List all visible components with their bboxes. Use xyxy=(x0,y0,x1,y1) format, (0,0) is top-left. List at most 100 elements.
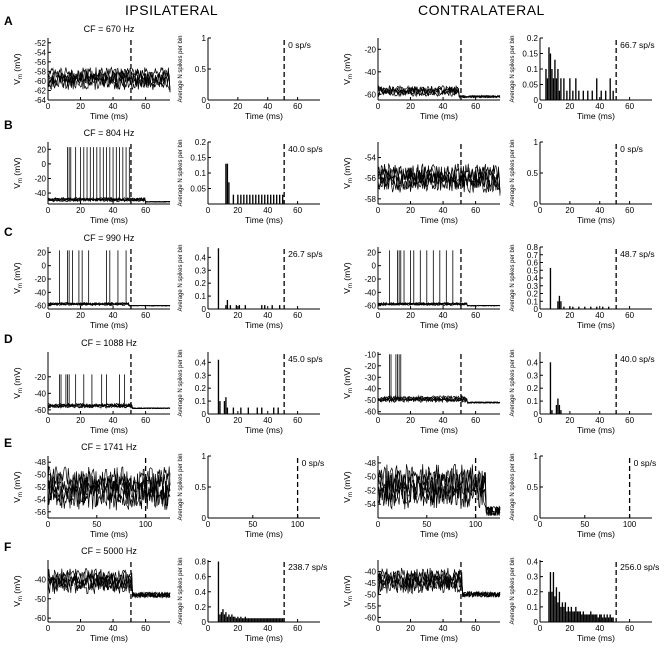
row-b-contra-spike-y-tick-label: 1 xyxy=(534,138,539,147)
row-b-ipsi-spike-bar xyxy=(255,194,257,204)
row-c-ipsi-spike-y-tick-label: 0.4 xyxy=(195,253,207,262)
row-d-ipsi-spike-x-tick-label: 20 xyxy=(233,416,242,425)
row-f-ipsi-spike-y-label: Average N spikes per bin xyxy=(178,558,184,625)
row-d-ipsi-spike-bar xyxy=(240,407,242,414)
row-e-ipsi-spike-x-tick-label: 0 xyxy=(206,520,211,529)
row-b-ipsi-spike-x-label: Time (ms) xyxy=(245,215,283,225)
row-f-contra-spike-bar xyxy=(566,611,568,622)
vm-subscript: m xyxy=(348,596,354,601)
row-b-ipsi-spike-bar xyxy=(246,194,248,204)
row-label-d: D xyxy=(4,332,13,346)
row-c-contra-vm-panel: 0 20 40 60 Time (ms) -60 -40 -20 0 20 Vm (mV) xyxy=(342,247,501,330)
row-c-ipsi-vm-cf-label: CF = 990 Hz xyxy=(84,233,135,243)
row-a-ipsi-vm-cf-label: CF = 670 Hz xyxy=(84,24,135,34)
row-b-ipsi-spike-x-tick-label: 0 xyxy=(206,206,211,215)
row-e-contra-spike-x-tick-label: 100 xyxy=(623,520,637,529)
row-d-contra-vm-panel: 0 20 40 60 Time (ms) -60 -50 -40 -30 -20 -10 Vm (mV… xyxy=(342,350,501,435)
row-c-ipsi-vm-y-tick-label: 20 xyxy=(37,248,46,257)
row-c-ipsi-spike-bar xyxy=(226,299,229,309)
row-c-ipsi-spike-bar xyxy=(264,305,266,309)
row-b-contra-spike-x-tick-label: 60 xyxy=(625,206,634,215)
row-a-ipsi-vm-trace xyxy=(47,73,171,92)
row-f-contra-spike-bar xyxy=(581,614,583,622)
row-f-contra-spike-x-tick-label: 0 xyxy=(538,624,543,633)
row-label-b: B xyxy=(4,118,13,132)
row-d-ipsi-spike-x-tick-label: 40 xyxy=(263,416,272,425)
row-a-ipsi-vm-x-tick-label: 40 xyxy=(109,102,118,111)
row-d-contra-spike-y-tick-label: 0.4 xyxy=(527,358,539,367)
row-b-ipsi-spike-bar xyxy=(225,163,227,204)
row-c-contra-spike-x-label: Time (ms) xyxy=(577,320,615,330)
row-a-ipsi-vm-y-tick-label: -64 xyxy=(34,96,46,105)
row-a-ipsi-vm-y-tick-label: -60 xyxy=(34,77,46,86)
row-f-contra-spike-bar xyxy=(597,617,599,622)
row-c-contra-spike-bar xyxy=(569,306,571,309)
row-e-ipsi-vm-trace xyxy=(47,474,171,502)
row-a-contra-spike-y-tick-label: 0.05 xyxy=(522,81,538,90)
row-d-ipsi-spike-bar xyxy=(226,407,229,414)
row-label-a: A xyxy=(4,14,13,28)
row-f-contra-spike-bar xyxy=(584,614,586,622)
row-f-ipsi-spike-bar xyxy=(241,618,244,622)
row-a-contra-spike-bar xyxy=(582,90,584,100)
row-a-contra-spike-bar xyxy=(548,47,550,100)
row-f-ipsi-spike-bar xyxy=(264,618,266,622)
row-c-contra-spike-bar xyxy=(558,295,561,309)
row-a-ipsi-vm-x-tick-label: 60 xyxy=(141,102,150,111)
row-f-contra-spike-panel: 0 20 40 60 Time (ms) 0 0.1 0.2 0.3 0.4 Average N s… xyxy=(510,558,659,643)
row-c-ipsi-vm-trace xyxy=(47,301,171,307)
row-f-contra-spike-bar xyxy=(549,572,552,622)
row-d-ipsi-spike-bar xyxy=(219,401,221,414)
row-b-ipsi-spike-x-tick-label: 40 xyxy=(263,206,272,215)
row-e-ipsi-vm-cf-label: CF = 1741 Hz xyxy=(81,442,137,452)
row-a-contra-spike-bar xyxy=(591,90,593,100)
row-a-ipsi-spike-x-label: Time (ms) xyxy=(245,111,283,121)
vm-subscript: m xyxy=(18,283,24,288)
row-d-ipsi-spike-x-label: Time (ms) xyxy=(245,425,283,435)
row-f-ipsi-vm-x-tick-label: 40 xyxy=(109,624,118,633)
row-c-contra-spike-bar xyxy=(584,306,586,309)
row-c-ipsi-spike-bar xyxy=(271,305,273,309)
vm-symbol: V xyxy=(12,393,22,399)
row-c-ipsi-spike-x-tick-label: 40 xyxy=(263,311,272,320)
row-a-contra-spike-bar xyxy=(572,90,574,100)
row-f-ipsi-vm-x-label: Time (ms) xyxy=(90,633,128,643)
row-a-contra-vm-panel: 0 20 40 60 Time (ms) -60 -40 -20 Vm (mV) xyxy=(342,38,501,121)
row-c-ipsi-spike-panel: 0 20 40 60 Time (ms) 0 0.1 0.2 0.3 0.4 Average N s… xyxy=(178,245,323,330)
vm-symbol: V xyxy=(342,393,352,399)
row-d-contra-vm-y-tick-label: -30 xyxy=(364,373,376,382)
vm-unit: (mV) xyxy=(12,262,22,283)
row-c-contra-spike-y-tick-label: 0.6 xyxy=(527,259,539,268)
row-e-ipsi-vm-trace xyxy=(47,471,171,498)
row-f-contra-spike-bar xyxy=(569,611,571,622)
row-c-ipsi-spike-bar xyxy=(225,305,227,309)
row-e-contra-vm-panel: 0 50 100 Time (ms) -54 -52 -50 -48 Vm (mV) xyxy=(342,456,501,539)
row-c-contra-vm-trace xyxy=(377,301,500,307)
row-c-contra-vm-y-label: Vm (mV) xyxy=(342,262,354,294)
row-f-ipsi-spike-bar xyxy=(270,618,272,622)
row-f-contra-vm-y-tick-label: -55 xyxy=(364,602,376,611)
row-e-contra-spike-y-tick-label: 1 xyxy=(534,452,539,461)
row-a-contra-spike-bar xyxy=(575,78,577,100)
row-c-contra-spike-y-tick-label: 0.8 xyxy=(527,243,539,252)
row-f-contra-spike-bar xyxy=(557,602,559,622)
row-b-contra-vm-panel: 0 20 40 60 Time (ms) -58 -56 -54 Vm (mV) xyxy=(342,142,501,225)
row-f-ipsi-spike-bar xyxy=(220,612,223,622)
row-f-ipsi-vm-trace xyxy=(47,567,171,599)
vm-symbol: V xyxy=(342,183,352,189)
row-a-ipsi-spike-x-tick-label: 60 xyxy=(293,102,302,111)
row-f-ipsi-spike-bar xyxy=(279,618,281,622)
row-d-contra-spike-x-label: Time (ms) xyxy=(577,425,615,435)
row-f-contra-spike-y-tick-label: 0.4 xyxy=(527,558,539,567)
row-d-ipsi-spike-bar xyxy=(247,407,249,414)
row-c-contra-spike-bar xyxy=(563,306,565,309)
row-b-ipsi-vm-cf-label: CF = 804 Hz xyxy=(84,128,135,138)
row-a-contra-spike-bar xyxy=(555,78,558,100)
row-f-contra-spike-bar xyxy=(585,614,587,622)
row-a-ipsi-spike-y-label: Average N spikes per bin xyxy=(178,36,184,103)
row-d-contra-vm-x-tick-label: 20 xyxy=(406,416,415,425)
row-a-ipsi-vm-x-label: Time (ms) xyxy=(90,111,128,121)
row-c-contra-spike-x-tick-label: 40 xyxy=(595,311,604,320)
row-d-ipsi-vm-x-tick-label: 60 xyxy=(141,416,150,425)
